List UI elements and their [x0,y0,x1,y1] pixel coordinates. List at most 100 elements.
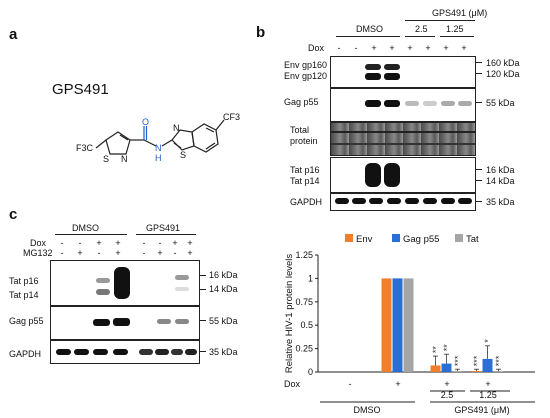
marker-tick [476,62,482,63]
band-gag [423,101,437,106]
kda-14: 14 kDa [486,176,515,186]
legend-swatch-tat [455,234,463,242]
y-tick-label: 0.75 [295,297,313,307]
y-axis-label: Relative HIV-1 protein levels [284,254,295,374]
x-dox-mark: + [444,379,449,389]
dox-mark: - [158,238,162,248]
band-gag [365,100,381,107]
marker-tick [476,102,482,103]
y-tick-label: 0.5 [300,320,313,330]
band-tat [384,163,400,187]
panel-b-125-line [440,36,474,37]
band-gag [441,101,455,106]
dox-mark: - [142,238,146,248]
blot-c-gapdh [50,340,200,364]
marker-tick [476,169,482,170]
band-c-tat [96,278,110,283]
atom-s-right: S [180,150,187,160]
kda-35-b: 35 kDa [486,197,515,207]
blot-c-gag [50,306,200,340]
panel-c-letter: c [9,206,18,223]
blot-c-tat [50,260,200,306]
legend-label-env: Env [356,234,373,245]
panel-b-gps-label: GPS491 (μM) [432,8,488,18]
legend-swatch-gag-p55 [392,234,400,242]
band-gapdh [335,198,349,204]
band-env-gp160 [365,64,381,70]
marker-tick [200,275,206,276]
marker-tick [476,180,482,181]
band-c-gag [175,319,189,324]
gps491-structure [95,119,225,155]
dox-mark: + [389,43,395,53]
band-c-gapdh [155,349,169,355]
atom-nh-n: N [155,143,162,153]
band-c-gapdh [185,349,197,355]
band-gapdh [441,198,455,204]
significance-marker: *** [494,355,504,366]
band-tat [365,163,381,187]
band-c-gapdh [74,349,89,355]
band-c-tat [175,275,189,280]
band-total-stripe [331,143,475,145]
marker-tick [476,73,482,74]
kda-160: 160 kDa [486,58,520,68]
row-label-tat-p14: Tat p14 [290,176,320,186]
band-c-gag [113,318,130,326]
kda-120: 120 kDa [486,69,520,79]
band-c-tat [96,289,110,295]
atom-nh-h: H [155,153,162,163]
panel-b-25-line [405,36,435,37]
dox-mark: + [461,43,467,53]
band-gapdh [352,198,366,204]
row-label-c-gapdh: GAPDH [9,349,42,359]
mg-mark: + [187,248,193,258]
band-env-gp160 [384,64,400,70]
dox-mark: - [60,238,64,248]
bar-env [381,278,392,372]
significance-marker: ** [431,346,441,354]
blot-tat [330,157,476,193]
panel-c-gps-label: GPS491 [146,223,181,233]
band-gapdh [387,198,401,204]
dox-mark: + [187,238,193,248]
band-c-tat [175,287,189,291]
mg-mark: - [173,248,177,258]
mg-mark: + [157,248,163,258]
x-dmso-label: DMSO [354,405,381,415]
panel-b-conc-125: 1.25 [446,24,464,34]
band-c-gag [93,319,110,326]
x-dox-mark: + [395,379,400,389]
marker-tick [200,320,206,321]
atom-n-left: N [121,154,128,164]
band-c-gapdh [56,349,71,355]
band-total-stripe [331,131,475,133]
bar-env [430,365,441,372]
dox-mark: + [371,43,377,53]
band-c-gapdh [93,349,108,355]
band-c-gapdh [113,349,128,355]
dox-mark: - [337,43,341,53]
kda-c-14: 14 kDa [209,284,238,294]
band-c-gapdh [171,349,183,355]
row-label-tat-p16: Tat p16 [290,165,320,175]
band-gag [384,100,400,107]
dox-mark: + [425,43,431,53]
panel-b-dox-label: Dox [308,43,325,53]
x-dox-mark: - [349,379,352,389]
band-env-gp120 [365,73,381,80]
dox-mark: + [96,238,102,248]
y-tick-label: 0 [308,367,313,377]
kda-c-55: 55 kDa [209,316,238,326]
panel-c-dmso-label: DMSO [72,223,99,233]
atom-n-right: N [173,123,180,133]
row-label-c-tat-p16: Tat p16 [9,276,39,286]
band-gapdh [458,198,472,204]
dox-mark: + [172,238,178,248]
panel-b-dmso-label: DMSO [356,24,383,34]
bar-gag-p55 [482,358,493,372]
row-label-c-gag: Gag p55 [9,316,44,326]
bar-tat [452,371,463,372]
dox-mark: - [354,43,358,53]
